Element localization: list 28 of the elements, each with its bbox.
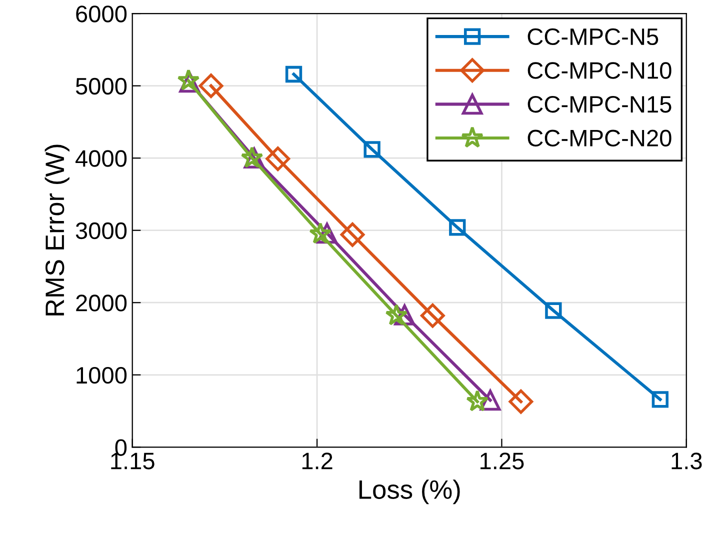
point bbox=[364, 141, 380, 158]
point bbox=[285, 66, 302, 83]
legend-label: CC-MPC-N20 bbox=[528, 130, 672, 147]
x-tick-label: 1.3 bbox=[672, 452, 702, 470]
y-axis-title: RMS Error (W) bbox=[44, 144, 70, 316]
point bbox=[545, 302, 562, 319]
point bbox=[198, 74, 224, 98]
y-tick-label: 6000 bbox=[76, 6, 127, 22]
legend-label: CC-MPC-N5 bbox=[528, 28, 658, 46]
x-axis-title: Loss (%) bbox=[359, 480, 460, 504]
point bbox=[449, 219, 466, 236]
point bbox=[340, 222, 365, 247]
point bbox=[266, 146, 290, 171]
y-tick-label: 1000 bbox=[76, 366, 127, 384]
y-tick-label: 3000 bbox=[76, 222, 127, 240]
legend-label: CC-MPC-N15 bbox=[528, 96, 672, 113]
point bbox=[385, 304, 408, 326]
y-tick-label: 2000 bbox=[76, 294, 127, 312]
y-tick-label: 5000 bbox=[76, 78, 127, 95]
point bbox=[309, 222, 332, 244]
point bbox=[652, 391, 669, 408]
point bbox=[508, 389, 534, 414]
legend-label: CC-MPC-N10 bbox=[528, 62, 672, 79]
point bbox=[466, 390, 489, 412]
x-tick-label: 1.25 bbox=[480, 452, 524, 470]
x-tick-label: 1.2 bbox=[302, 452, 332, 470]
y-tick-label: 4000 bbox=[76, 150, 127, 167]
point bbox=[420, 303, 445, 328]
